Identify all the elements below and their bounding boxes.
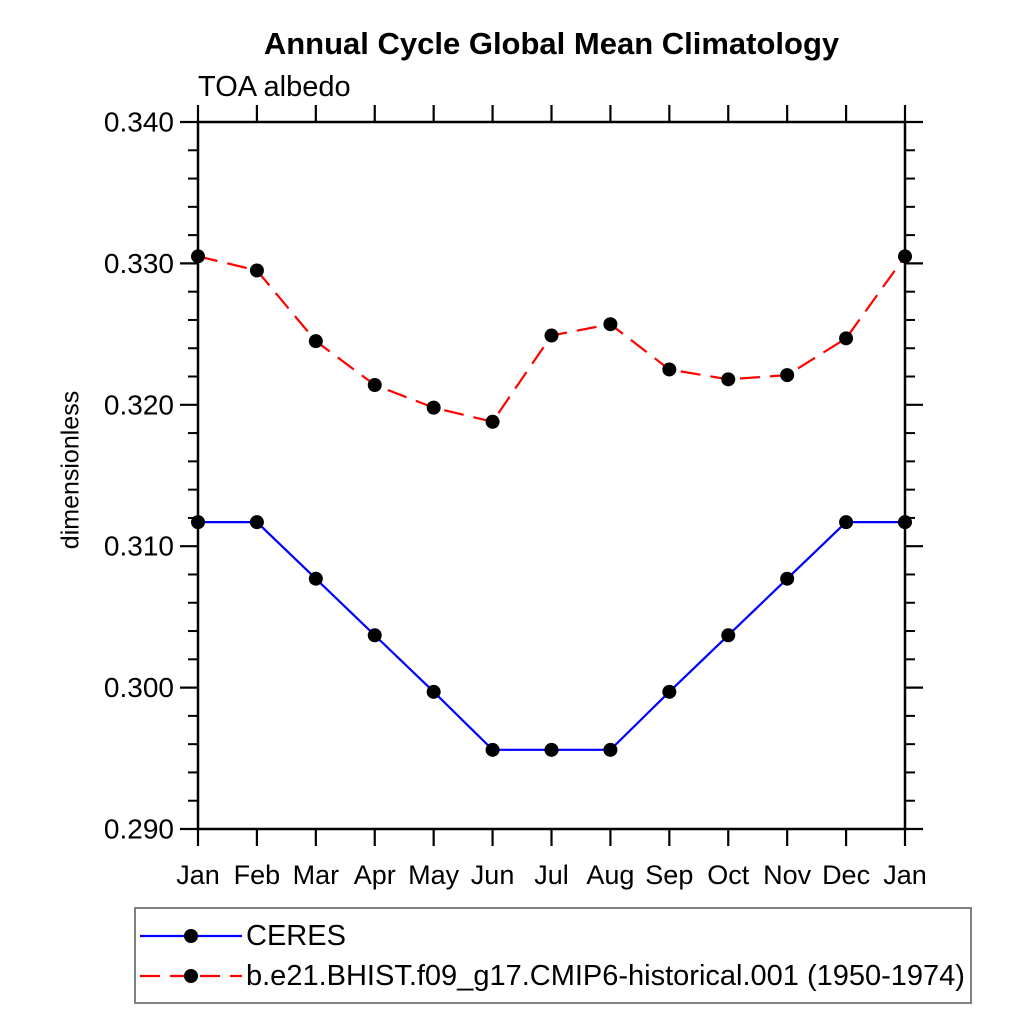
data-point-marker [249, 263, 264, 278]
data-point-marker [603, 317, 618, 332]
x-axis-tick-label: Dec [822, 860, 870, 890]
data-point-marker [839, 331, 854, 346]
y-axis-tick-label: 0.310 [104, 531, 174, 562]
x-axis-tick-label: Feb [234, 860, 281, 890]
x-axis-tick-label: Jul [534, 860, 569, 890]
y-axis-tick-label: 0.290 [104, 814, 174, 845]
data-point-marker [426, 400, 441, 415]
y-axis-tick-label: 0.320 [104, 389, 174, 420]
data-point-marker [367, 628, 382, 643]
data-point-marker [426, 684, 441, 699]
data-point-marker [721, 628, 736, 643]
legend-box [134, 907, 972, 1004]
series-line-0 [198, 521, 905, 751]
data-point-marker [780, 368, 795, 383]
data-point-marker [544, 328, 559, 343]
y-axis-tick-label: 0.300 [104, 672, 174, 703]
data-point-marker [603, 742, 618, 757]
y-axis-tick-label: 0.340 [104, 107, 174, 138]
data-point-marker [662, 362, 677, 377]
x-axis-tick-label: Aug [586, 860, 634, 890]
plot-frame [196, 120, 907, 831]
chart-subtitle: TOA albedo [198, 71, 351, 103]
data-point-marker [544, 742, 559, 757]
data-point-marker [839, 515, 854, 530]
data-point-marker [721, 372, 736, 387]
x-axis-tick-label: Mar [293, 860, 340, 890]
data-point-marker [308, 334, 323, 349]
x-axis-tick-label: Sep [645, 860, 693, 890]
chart-title: Annual Cycle Global Mean Climatology [263, 26, 840, 61]
data-point-marker [898, 515, 912, 530]
data-point-marker [367, 378, 382, 393]
x-axis-tick-label: May [408, 860, 460, 890]
x-axis-tick-label: Oct [707, 860, 750, 890]
data-point-marker [662, 684, 677, 699]
legend-label: b.e21.BHIST.f09_g17.CMIP6-historical.001… [246, 960, 965, 992]
x-axis-tick-label: Nov [763, 860, 812, 890]
x-axis-tick-label: Jun [471, 860, 515, 890]
data-point-marker [191, 249, 205, 264]
x-axis-tick-label: Apr [354, 860, 396, 890]
data-point-marker [191, 515, 205, 530]
x-axis-tick-label: Jan [883, 860, 927, 890]
data-point-marker [780, 571, 795, 586]
data-point-marker [485, 742, 500, 757]
legend-label: CERES [246, 920, 346, 952]
data-point-marker [485, 414, 500, 429]
x-axis-tick-label: Jan [176, 860, 220, 890]
data-point-marker [898, 249, 912, 264]
y-axis-tick-label: 0.330 [104, 248, 174, 279]
data-point-marker [249, 515, 264, 530]
data-point-marker [308, 571, 323, 586]
legend-marker [184, 969, 198, 983]
legend-marker [184, 929, 198, 943]
